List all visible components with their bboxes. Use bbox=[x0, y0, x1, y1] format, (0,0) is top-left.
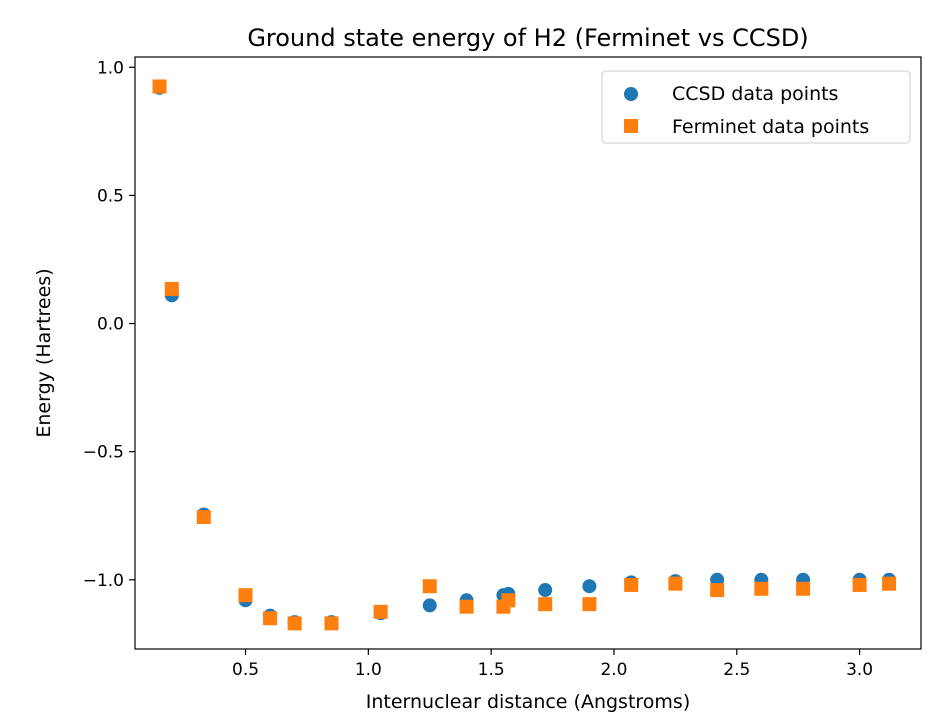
y-tick-label: 0.0 bbox=[97, 315, 124, 335]
legend-label-ferminet: Ferminet data points bbox=[672, 116, 869, 138]
x-tick-label: 2.5 bbox=[723, 660, 750, 680]
ferminet-data-point bbox=[668, 576, 683, 591]
ferminet-data-point bbox=[152, 79, 167, 94]
x-tick-label: 0.5 bbox=[232, 660, 259, 680]
ferminet-data-point bbox=[582, 597, 597, 612]
y-tick-label: −0.5 bbox=[83, 443, 124, 463]
ferminet-data-point bbox=[373, 604, 388, 619]
ccsd-data-point bbox=[422, 598, 437, 613]
legend-marker-ferminet bbox=[624, 119, 638, 133]
ferminet-data-point bbox=[538, 597, 553, 612]
x-tick-label: 1.5 bbox=[478, 660, 505, 680]
axes-frame bbox=[134, 56, 922, 650]
legend-label-ccsd: CCSD data points bbox=[672, 83, 838, 105]
ferminet-data-point bbox=[710, 583, 725, 598]
series-ferminet bbox=[152, 79, 897, 631]
ferminet-data-point bbox=[624, 577, 639, 592]
x-tick-label: 1.0 bbox=[355, 660, 382, 680]
y-tick-label: 0.5 bbox=[97, 186, 124, 206]
legend: CCSD data points Ferminet data points bbox=[601, 70, 911, 144]
ferminet-data-point bbox=[422, 579, 437, 594]
legend-box bbox=[601, 70, 911, 144]
ferminet-data-point bbox=[882, 576, 897, 591]
ferminet-data-point bbox=[459, 599, 474, 614]
ferminet-data-point bbox=[164, 281, 179, 296]
ccsd-data-point bbox=[538, 583, 553, 598]
chart-title: Ground state energy of H2 (Ferminet vs C… bbox=[247, 24, 808, 52]
ferminet-data-point bbox=[196, 510, 211, 525]
ferminet-data-point bbox=[754, 581, 769, 596]
x-tick-label: 2.0 bbox=[600, 660, 627, 680]
x-axis-label: Internuclear distance (Angstroms) bbox=[366, 691, 691, 713]
y-tick-label: −1.0 bbox=[83, 571, 124, 591]
ferminet-data-point bbox=[287, 616, 302, 631]
ferminet-data-point bbox=[238, 588, 253, 603]
legend-marker-ccsd bbox=[624, 87, 638, 101]
x-tick-label: 3.0 bbox=[846, 660, 873, 680]
y-tick-label: 1.0 bbox=[97, 58, 124, 78]
ferminet-data-point bbox=[263, 611, 278, 626]
y-axis-label: Energy (Hartrees) bbox=[33, 268, 55, 437]
ferminet-data-point bbox=[852, 577, 867, 592]
ccsd-data-point bbox=[582, 579, 597, 594]
axis-ticks: 0.5 1.0 1.5 2.0 2.5 3.0 1.0 0.5 0.0 −0.5 −1.0 bbox=[83, 58, 873, 680]
ferminet-data-point bbox=[796, 581, 811, 596]
ferminet-data-point bbox=[324, 616, 339, 631]
ferminet-data-point bbox=[501, 593, 516, 608]
data-points bbox=[152, 79, 897, 631]
